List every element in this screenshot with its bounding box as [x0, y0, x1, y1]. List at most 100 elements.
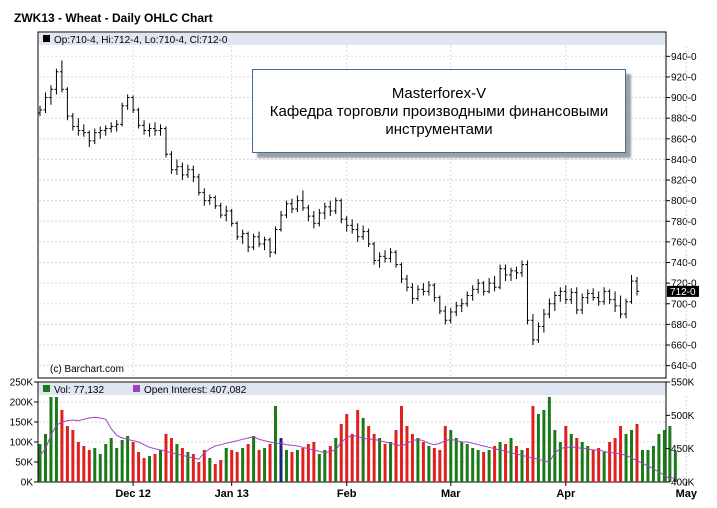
volume-bar [213, 464, 217, 482]
ohlc-bar [465, 291, 470, 307]
ohlc-bar [503, 264, 508, 282]
ohlc-bar [410, 283, 415, 304]
volume-bar [345, 414, 349, 482]
ohlc-bar [525, 260, 530, 325]
volume-bar [493, 446, 497, 482]
volume-bar [668, 426, 672, 482]
ohlc-bar [81, 124, 86, 137]
volume-axis-left: 0K 50K 100K 150K 200K 250K [10, 378, 38, 489]
ohlc-bar [174, 159, 179, 175]
ohlc-bar [224, 205, 229, 222]
ohlc-bar [394, 250, 399, 268]
volume-bar [542, 410, 546, 482]
ohlc-bar [59, 60, 64, 93]
price-tick-label: 660-0 [671, 341, 697, 352]
volume-bar [673, 451, 677, 482]
ohlc-bar [98, 126, 103, 139]
volume-bar [383, 444, 387, 482]
volume-bar [662, 430, 666, 482]
oi-tick-label: 550K [671, 378, 695, 389]
volume-bar [191, 454, 195, 482]
ohlc-bar [87, 130, 92, 148]
ohlc-bar [268, 237, 273, 258]
ohlc-info-text: Op:710-4, Hi:712-4, Lo:710-4, Cl:712-0 [54, 35, 228, 46]
volume-bar [290, 452, 294, 482]
volume-bar [624, 434, 628, 482]
volume-bar [525, 448, 529, 482]
volume-bar [328, 446, 332, 482]
ohlc-bar [443, 305, 448, 325]
volume-bar [416, 438, 420, 482]
ohlc-bar [38, 105, 42, 117]
ohlc-bar [509, 267, 514, 282]
volume-bar [87, 450, 91, 482]
volume-bar [367, 426, 371, 482]
annotation-box: Masterforex-V Кафедра торговли производн… [252, 69, 626, 153]
volume-bar [38, 444, 42, 482]
volume-bar [443, 426, 447, 482]
volume-bar [208, 458, 212, 482]
volume-bar [339, 424, 343, 482]
ohlc-bar [536, 322, 541, 343]
ohlc-bars [38, 60, 639, 346]
volume-legend-swatch [43, 385, 50, 392]
volume-bar [49, 397, 53, 482]
ohlc-bar [350, 219, 355, 234]
volume-tick-label: 200K [10, 398, 34, 409]
ohlc-bar [377, 252, 382, 268]
volume-tick-label: 150K [10, 418, 34, 429]
volume-bar [405, 426, 409, 482]
ohlc-bar [487, 277, 492, 294]
volume-bar [471, 448, 475, 482]
ohlc-bar [372, 241, 377, 265]
ohlc-bar [109, 122, 114, 133]
ohlc-bar [142, 120, 147, 135]
last-price-label: 712-0 [670, 287, 696, 298]
price-tick-label: 780-0 [671, 217, 697, 228]
ohlc-bar [54, 68, 59, 95]
volume-bar [284, 450, 288, 482]
ohlc-bar [229, 208, 234, 227]
ohlc-bar [613, 291, 618, 313]
annotation-line-1: Masterforex-V [391, 85, 487, 102]
volume-bar [279, 438, 283, 482]
volume-bar [536, 414, 540, 482]
ohlc-bar [273, 226, 278, 255]
ohlc-legend-swatch [43, 35, 50, 42]
ohlc-bar [202, 188, 207, 206]
volume-tick-label: 0K [21, 478, 34, 489]
ohlc-bar [470, 285, 475, 301]
price-tick-label: 720-0 [671, 279, 697, 290]
price-tick-label: 700-0 [671, 299, 697, 310]
volume-bar [591, 450, 595, 482]
ohlc-bar [163, 126, 168, 158]
volume-bar [509, 438, 513, 482]
volume-bar [651, 446, 655, 482]
ohlc-bar [618, 295, 623, 319]
volume-bar [241, 448, 245, 482]
volume-bar [465, 444, 469, 482]
ohlc-bar [404, 274, 409, 292]
oi-legend-swatch [133, 385, 140, 392]
volume-bar [438, 450, 442, 482]
ohlc-bar [448, 307, 453, 324]
volume-bar [180, 448, 184, 482]
ohlc-bar [257, 231, 262, 248]
ohlc-bar [361, 225, 366, 240]
volume-bar [449, 430, 453, 482]
ohlc-bar [624, 298, 629, 319]
ohlc-bar [131, 95, 136, 114]
ohlc-bar [311, 210, 316, 229]
ohlc-bar [120, 102, 125, 127]
ohlc-bar [383, 250, 388, 263]
volume-bar [268, 444, 272, 482]
ohlc-bar [295, 195, 300, 212]
volume-bar [126, 436, 130, 482]
x-tick-label: Feb [337, 488, 357, 500]
volume-bar [399, 406, 403, 482]
volume-bar [394, 430, 398, 482]
ohlc-bar [246, 231, 251, 253]
volume-bar [263, 448, 267, 482]
ohlc-bar [399, 262, 404, 284]
volume-bar [186, 452, 190, 482]
